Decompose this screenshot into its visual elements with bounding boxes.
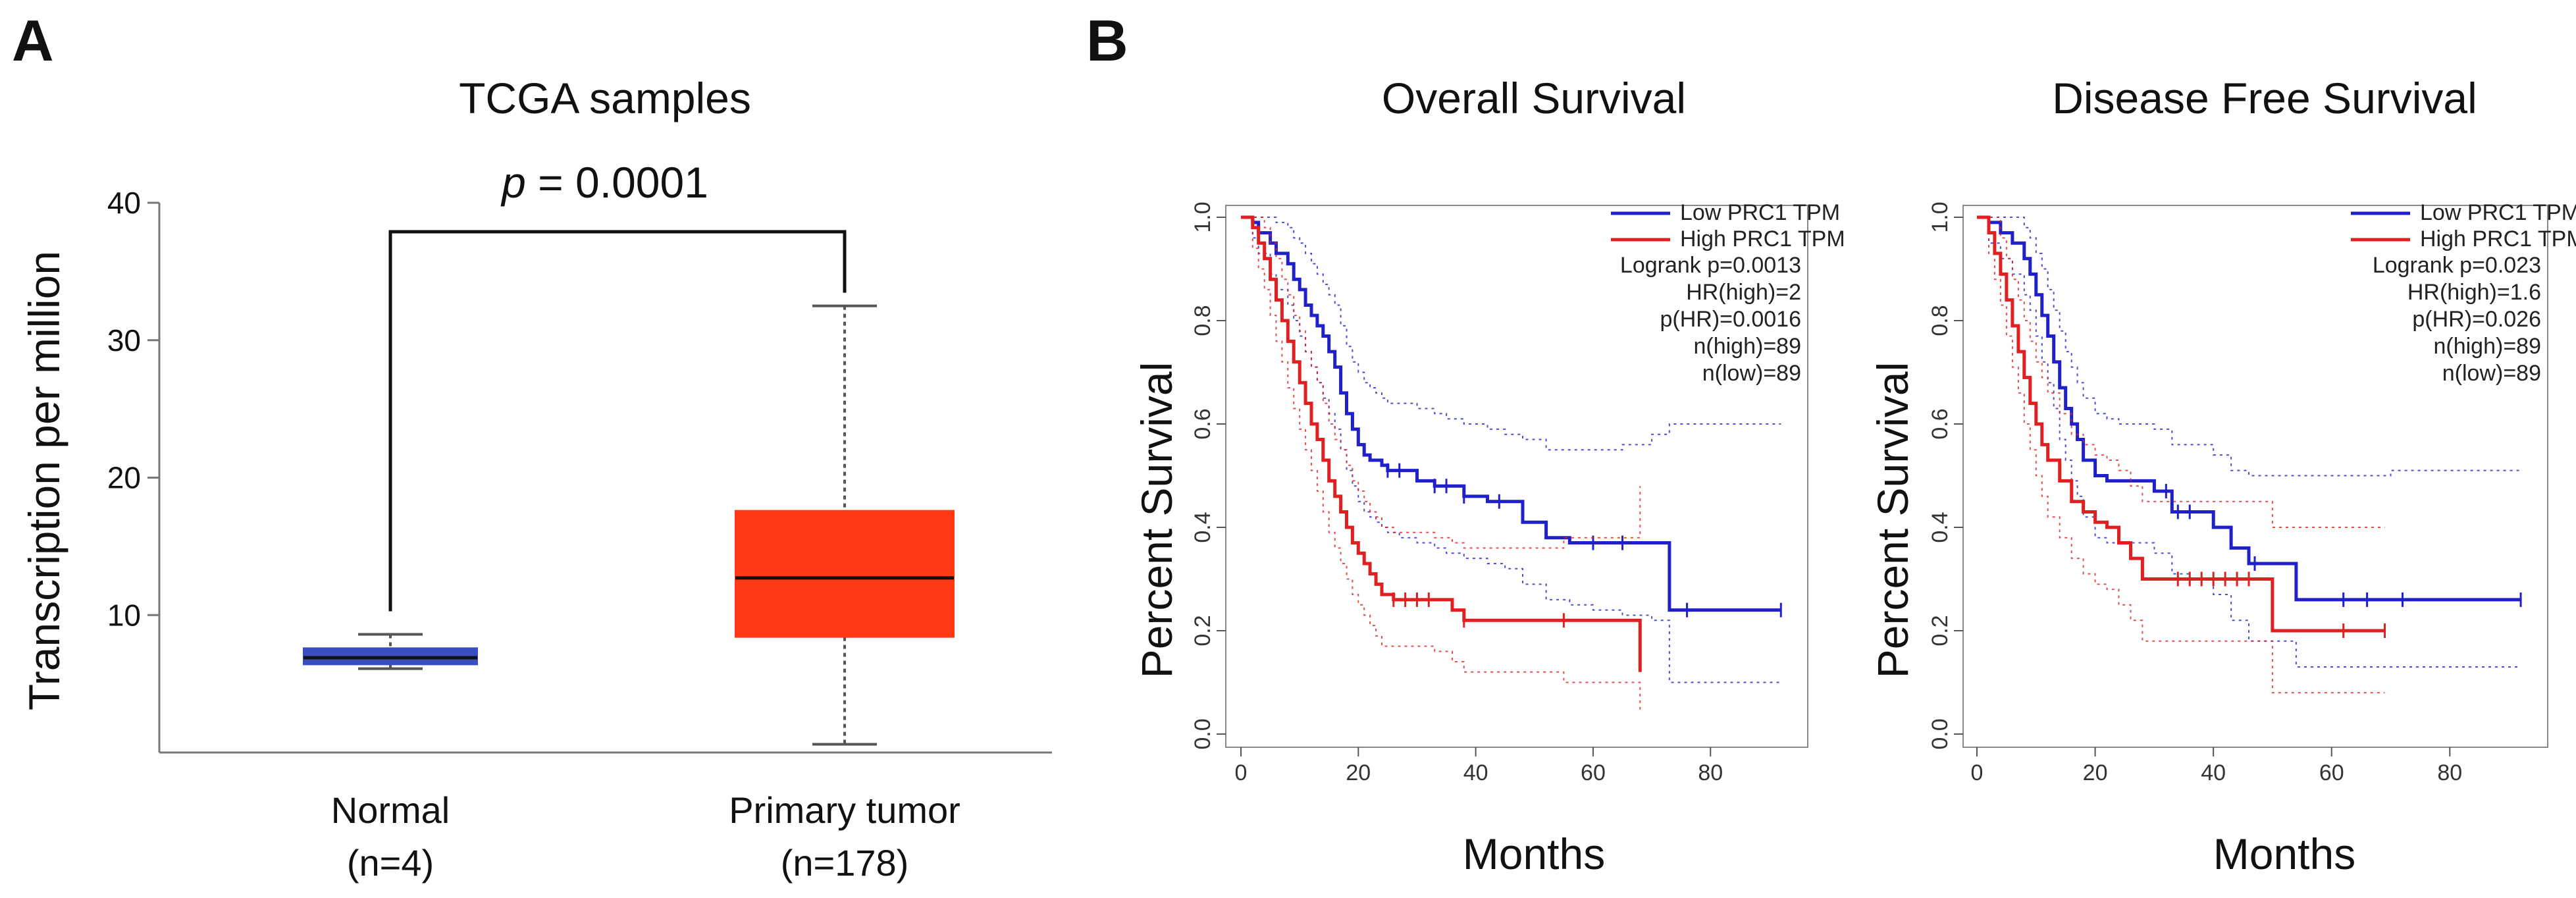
os-y-axis-title: Percent Survival <box>1132 362 1181 679</box>
panel-b-letter: B <box>1086 8 1128 73</box>
km-legend-series: High PRC1 TPM <box>2420 226 2576 251</box>
km-legend-stat: n(high)=89 <box>2433 334 2541 359</box>
box-category-n: (n=4) <box>347 842 434 884</box>
box-y-tick-label: 20 <box>107 461 141 495</box>
km-x-tick-label: 40 <box>2201 760 2226 785</box>
os-x-axis-title: Months <box>1463 830 1605 878</box>
panel-a-letter: A <box>12 8 54 73</box>
pvalue-italic: p <box>500 158 526 207</box>
dfs-x-axis-title: Months <box>2213 830 2355 878</box>
box-category-label: Primary tumor <box>729 789 960 831</box>
km-high-ci-lower <box>1241 217 1641 714</box>
km-y-tick-label: 0.6 <box>1928 408 1953 439</box>
km-high-ci-lower <box>1977 217 2385 694</box>
box-y-tick-label: 40 <box>107 186 141 220</box>
km-legend-stat: n(low)=89 <box>1702 361 1801 386</box>
km-y-tick-label: 0.4 <box>1928 512 1953 542</box>
km-high-curve <box>1977 215 2385 633</box>
km-x-tick-label: 80 <box>1698 760 1723 785</box>
km-legend-series: High PRC1 TPM <box>1680 226 1845 251</box>
box-chart: 10 20 30 40 Normal (n=4) Primary tumor (n=178) <box>107 186 1052 884</box>
km-high-curve <box>1241 215 1642 672</box>
km-high-ci-upper <box>1977 217 2385 528</box>
km-legend-stat: p(HR)=0.026 <box>2412 307 2541 332</box>
km-legend-stat: p(HR)=0.0016 <box>1660 307 1801 332</box>
km-legend-stat: Logrank p=0.023 <box>2373 253 2541 278</box>
km-y-tick-label: 0.8 <box>1190 305 1215 336</box>
km-x-tick-label: 60 <box>2319 760 2344 785</box>
box-y-axis-title: Transcription per million <box>20 251 68 710</box>
box-chart-title: TCGA samples <box>459 74 751 122</box>
km-legend-stat: HR(high)=2 <box>1686 280 1801 305</box>
km-legend-stat: n(low)=89 <box>2442 361 2541 386</box>
km-y-tick-label: 0.4 <box>1190 512 1215 542</box>
km-x-tick-label: 0 <box>1235 760 1248 785</box>
os-chart-title: Overall Survival <box>1382 74 1686 122</box>
pvalue-label: p = 0.0001 <box>500 158 708 207</box>
km-x-tick-label: 20 <box>1346 760 1371 785</box>
km-y-tick-label: 0.2 <box>1928 615 1953 646</box>
box-iqr-tumor <box>735 510 955 638</box>
km-low-ci-lower <box>1977 217 2521 668</box>
km-low-curve <box>1241 215 1781 612</box>
km-legend-series: Low PRC1 TPM <box>2420 200 2576 225</box>
km-low-curve <box>1977 215 2521 602</box>
km-legend-stat: n(high)=89 <box>1693 334 1801 359</box>
km-y-tick-label: 0.2 <box>1190 615 1215 646</box>
pvalue-rest: = 0.0001 <box>526 158 708 207</box>
km-x-tick-label: 40 <box>1463 760 1488 785</box>
box-category-label: Normal <box>331 789 450 831</box>
km-y-tick-label: 0.0 <box>1928 718 1953 749</box>
km-y-tick-label: 1.0 <box>1190 201 1215 232</box>
km-x-tick-label: 80 <box>2437 760 2462 785</box>
box-category-n: (n=178) <box>781 842 909 884</box>
km-y-tick-label: 0.6 <box>1190 408 1215 439</box>
km-legend-stat: HR(high)=1.6 <box>2407 280 2541 305</box>
significance-bracket <box>388 230 847 612</box>
dfs-y-axis-title: Percent Survival <box>1868 362 1917 679</box>
km-plot-frame <box>1962 205 2548 748</box>
km-y-tick-label: 0.0 <box>1190 718 1215 749</box>
km-legend-stat: Logrank p=0.0013 <box>1620 253 1801 278</box>
box-y-tick-label: 10 <box>107 598 141 632</box>
km-plot-frame <box>1225 205 1808 748</box>
km-low-ci-upper <box>1241 217 1781 451</box>
km-x-tick-label: 20 <box>2083 760 2108 785</box>
box-y-tick-label: 30 <box>107 323 141 357</box>
km-x-tick-label: 0 <box>1971 760 1984 785</box>
dfs-chart-title: Disease Free Survival <box>2052 74 2477 122</box>
km-y-tick-label: 0.8 <box>1928 305 1953 336</box>
km-legend-series: Low PRC1 TPM <box>1680 200 1840 225</box>
km-x-tick-label: 60 <box>1581 760 1606 785</box>
km-y-tick-label: 1.0 <box>1928 201 1953 232</box>
